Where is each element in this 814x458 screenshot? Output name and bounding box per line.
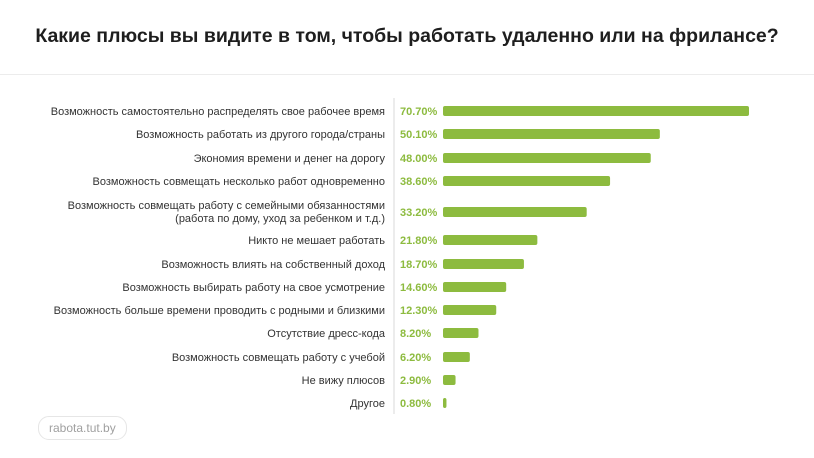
bar bbox=[443, 153, 651, 163]
bar bbox=[443, 375, 456, 385]
category-label: Возможность влиять на собственный доход bbox=[161, 259, 385, 271]
category-label: Возможность работать из другого города/с… bbox=[136, 129, 385, 141]
value-label: 12.30% bbox=[400, 305, 438, 317]
category-label: Никто не мешает работать bbox=[248, 235, 385, 247]
value-label: 18.70% bbox=[400, 259, 438, 271]
bar bbox=[443, 352, 470, 362]
category-label-line: (работа по дому, уход за ребенком и т.д.… bbox=[175, 213, 385, 225]
category-label: Экономия времени и денег на дорогу bbox=[194, 153, 386, 165]
bar bbox=[443, 305, 497, 315]
source-badge[interactable]: rabota.tut.by bbox=[38, 416, 127, 440]
bar bbox=[443, 398, 447, 408]
category-label: Возможность совмещать работу с семейными… bbox=[68, 200, 385, 225]
value-label: 38.60% bbox=[400, 176, 438, 188]
value-label: 14.60% bbox=[400, 282, 438, 294]
bar bbox=[443, 235, 538, 245]
category-label: Возможность совмещать работу с учебой bbox=[172, 352, 385, 364]
bar bbox=[443, 328, 479, 338]
category-label-line: Возможность совмещать работу с семейными… bbox=[68, 200, 385, 212]
title-divider bbox=[0, 74, 814, 75]
category-label: Другое bbox=[350, 398, 385, 410]
value-label: 70.70% bbox=[400, 106, 438, 118]
bar bbox=[443, 282, 507, 292]
value-label: 6.20% bbox=[400, 352, 431, 364]
value-label: 2.90% bbox=[400, 375, 431, 387]
bar bbox=[443, 129, 660, 139]
value-label: 8.20% bbox=[400, 328, 431, 340]
value-label: 48.00% bbox=[400, 153, 438, 165]
category-label: Отсутствие дресс-кода bbox=[267, 328, 386, 340]
category-label: Возможность больше времени проводить с р… bbox=[54, 305, 385, 317]
value-label: 0.80% bbox=[400, 398, 431, 410]
category-label: Возможность выбирать работу на свое усмо… bbox=[122, 282, 385, 294]
bar bbox=[443, 207, 587, 217]
category-label: Не вижу плюсов bbox=[302, 375, 386, 387]
bar bbox=[443, 176, 611, 186]
bar bbox=[443, 259, 524, 269]
chart-title: Какие плюсы вы видите в том, чтобы работ… bbox=[35, 25, 779, 47]
value-label: 33.20% bbox=[400, 207, 438, 219]
category-label: Возможность самостоятельно распределять … bbox=[51, 106, 385, 118]
category-label: Возможность совмещать несколько работ од… bbox=[93, 176, 385, 188]
value-label: 50.10% bbox=[400, 129, 438, 141]
value-label: 21.80% bbox=[400, 235, 438, 247]
bar bbox=[443, 106, 749, 116]
